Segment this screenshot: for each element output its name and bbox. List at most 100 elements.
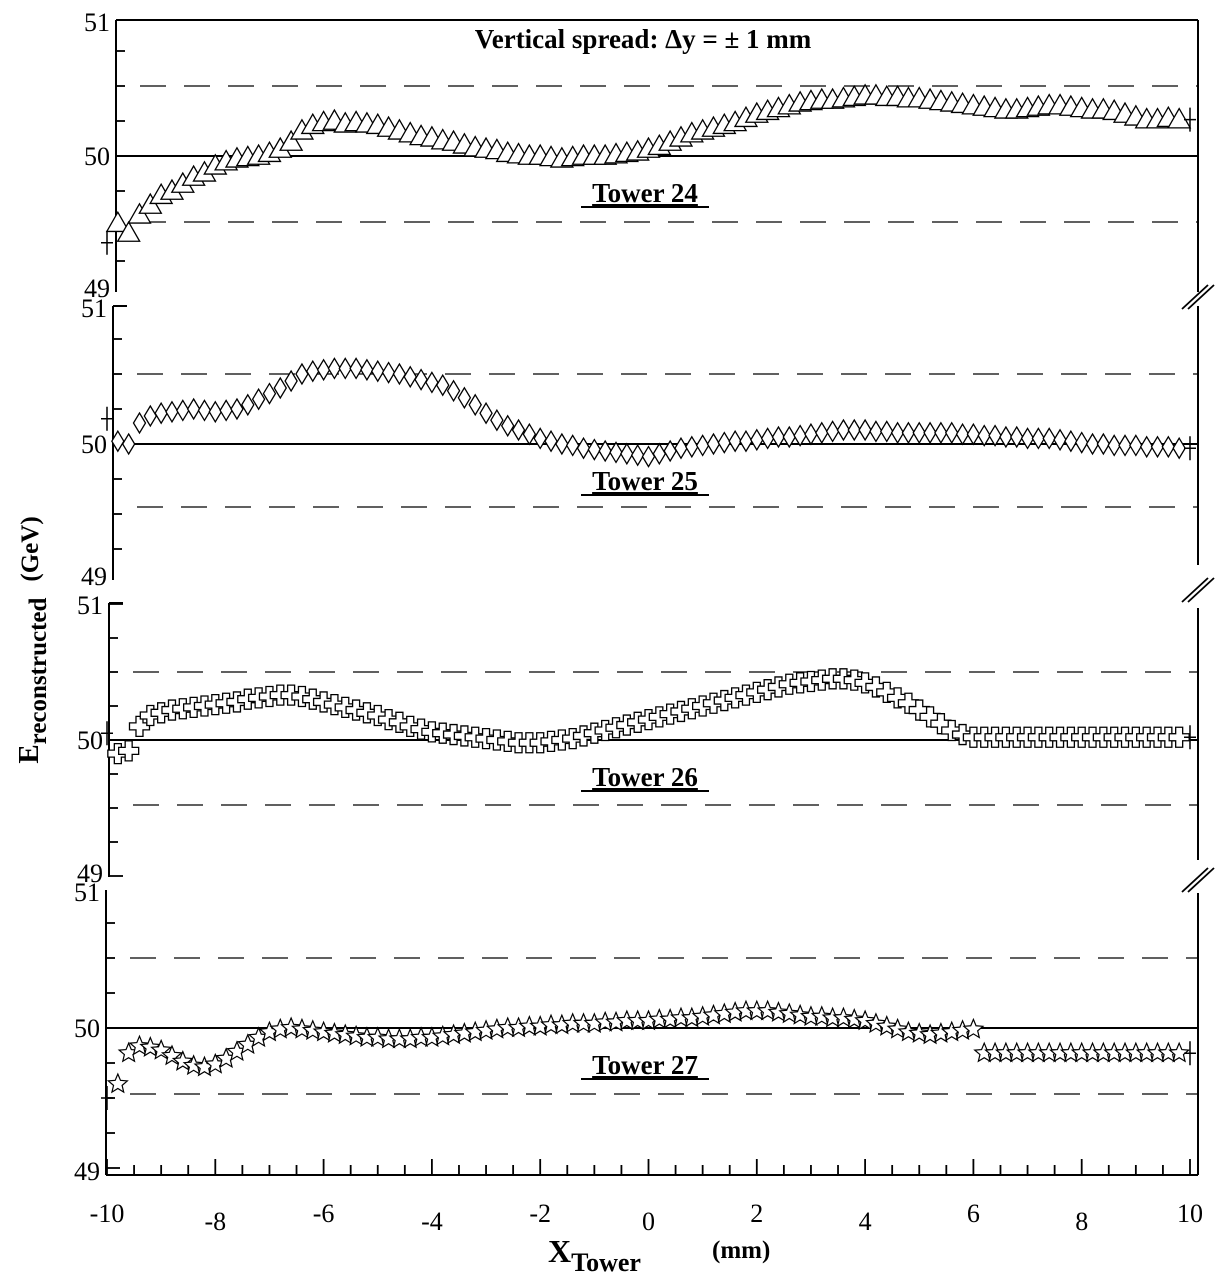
- data-point: [323, 1022, 346, 1043]
- data-point: [620, 442, 634, 466]
- x-tick-label: -6: [313, 1199, 335, 1228]
- data-point: [750, 428, 764, 452]
- points-layer: [101, 83, 1196, 1110]
- data-point: [843, 669, 865, 691]
- data-point: [717, 431, 732, 454]
- data-point: [479, 401, 493, 425]
- panel-4: 49 50 51 Tower 27: [74, 878, 1198, 1186]
- x-tick-label: -2: [529, 1199, 551, 1228]
- panel-1: 49 50 51 Tower 24: [84, 8, 1198, 303]
- series-4: [101, 999, 1196, 1110]
- data-point: [555, 432, 569, 456]
- axis-break-mark: [1187, 577, 1215, 603]
- series-1: [101, 83, 1196, 255]
- data-point: [262, 382, 277, 405]
- data-point: [1064, 429, 1078, 453]
- data-point: [101, 721, 113, 746]
- data-point: [106, 1072, 129, 1094]
- data-point: [280, 684, 302, 706]
- y-tick-label: 49: [84, 274, 110, 303]
- data-point: [370, 359, 385, 383]
- y-tick-label: 50: [84, 142, 110, 171]
- data-point: [663, 439, 677, 463]
- y-axis-label-main: E: [13, 744, 45, 763]
- data-point: [410, 718, 432, 740]
- chart-title: Vertical spread: Δy = ± 1 mm: [475, 24, 812, 54]
- y-tick-label: 51: [84, 8, 110, 37]
- data-point: [843, 1008, 866, 1029]
- y-tick-label: 50: [74, 1014, 100, 1043]
- data-point: [876, 681, 898, 704]
- data-point: [912, 421, 927, 445]
- data-point: [101, 406, 113, 431]
- data-point: [1085, 432, 1100, 456]
- x-tick-label: -8: [204, 1207, 226, 1236]
- data-point: [565, 434, 580, 457]
- data-point: [312, 691, 335, 713]
- x-tick-label: -10: [90, 1199, 125, 1228]
- data-point: [128, 715, 151, 738]
- data-point: [121, 432, 136, 456]
- data-point: [316, 358, 331, 382]
- data-point: [962, 1017, 985, 1039]
- data-point: [295, 362, 309, 386]
- data-point: [154, 401, 168, 425]
- data-point: [280, 1016, 303, 1038]
- x-tick-label: 2: [750, 1199, 763, 1228]
- data-point: [804, 422, 818, 446]
- x-tick-label: 0: [642, 1207, 655, 1236]
- x-axis-label-sub: Tower: [571, 1248, 641, 1277]
- data-point: [186, 397, 201, 421]
- data-point: [182, 1054, 205, 1076]
- data-point: [381, 361, 396, 384]
- data-point: [432, 722, 454, 744]
- data-point: [301, 1019, 324, 1041]
- data-point: [836, 418, 851, 442]
- data-point: [1096, 432, 1111, 456]
- panel-label: Tower 25: [592, 466, 698, 496]
- data-point: [890, 421, 905, 445]
- y-tick-label: 50: [81, 430, 107, 459]
- data-point: [1129, 434, 1143, 457]
- data-point: [897, 1020, 920, 1042]
- data-point: [955, 422, 970, 446]
- data-point: [760, 427, 775, 450]
- data-point: [934, 421, 948, 445]
- data-point: [284, 369, 298, 393]
- axis-break-mark: [1181, 577, 1209, 603]
- data-point: [1184, 107, 1196, 132]
- data-point: [500, 414, 515, 438]
- data-point: [349, 357, 363, 380]
- data-point: [453, 725, 476, 747]
- axis-break-mark: [1181, 867, 1209, 893]
- data-point: [356, 702, 378, 724]
- data-point: [674, 436, 688, 460]
- panel-3: 49 50 51 Tower 26: [77, 591, 1198, 888]
- data-point: [875, 1015, 898, 1036]
- data-point: [1168, 726, 1190, 748]
- data-point: [988, 424, 1002, 447]
- data-point: [219, 399, 233, 422]
- y-tick-label: 50: [77, 726, 103, 755]
- data-point: [165, 400, 179, 424]
- data-point: [101, 230, 113, 255]
- x-tick-label: 10: [1177, 1199, 1203, 1228]
- y-tick-label: 51: [77, 591, 103, 620]
- data-point: [1118, 434, 1132, 457]
- data-point: [771, 425, 786, 449]
- data-point: [230, 397, 244, 421]
- data-point: [908, 1022, 931, 1043]
- data-point: [1042, 427, 1056, 450]
- data-point: [728, 429, 742, 453]
- data-point: [388, 711, 411, 733]
- data-point: [425, 371, 439, 394]
- data-point: [139, 1036, 162, 1057]
- data-point: [366, 1026, 389, 1048]
- data-point: [197, 399, 212, 422]
- data-point: [377, 708, 400, 731]
- y-axis-label-unit: (GeV): [17, 516, 44, 581]
- data-point: [880, 420, 894, 443]
- data-point: [464, 726, 486, 748]
- data-point: [435, 373, 450, 397]
- data-point: [111, 429, 125, 453]
